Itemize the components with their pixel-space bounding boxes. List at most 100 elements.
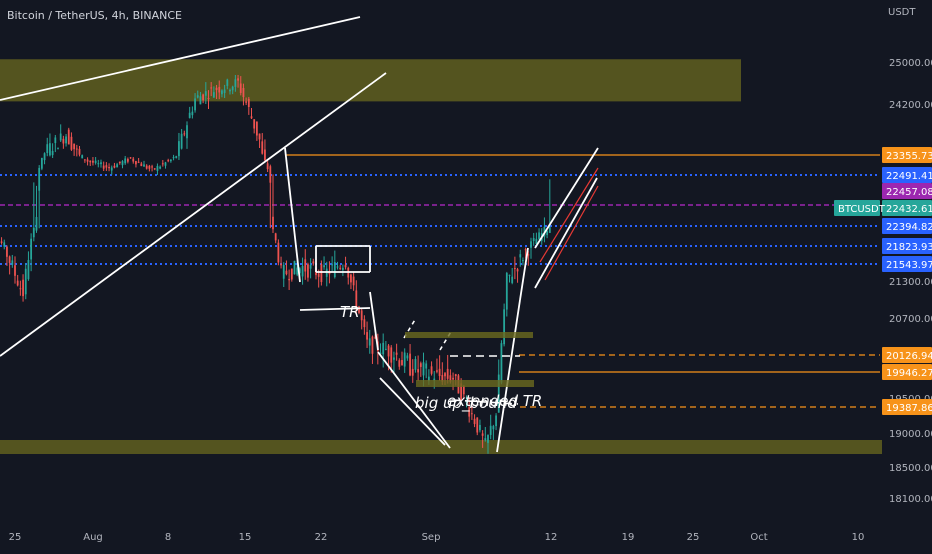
candle-body [368, 338, 371, 346]
annotation-extended-tr: extended TR [447, 392, 542, 410]
candle-body [204, 91, 207, 96]
candle-body [312, 261, 315, 264]
candle-body [54, 137, 57, 144]
candle-body [35, 216, 38, 231]
breakout-line [519, 247, 529, 301]
candle-body [196, 95, 199, 98]
candle-body [207, 98, 210, 100]
candle-body [414, 359, 417, 370]
price-label-box [882, 183, 932, 199]
candle-body [229, 89, 231, 92]
rebound-line [496, 299, 521, 453]
candle-body [522, 260, 524, 262]
candle-body [395, 352, 398, 355]
candle-body [62, 138, 65, 144]
candle-body [427, 376, 430, 382]
price-label-box [882, 364, 932, 380]
candle-body [143, 164, 145, 167]
candle-body [199, 96, 202, 105]
candle-body [366, 332, 368, 340]
candle-body [476, 417, 479, 433]
candle-body [436, 370, 438, 372]
candle-body [497, 374, 500, 413]
candle-body [164, 162, 167, 166]
candle-body [43, 153, 46, 161]
candle-body [135, 161, 137, 165]
candle-body [360, 310, 363, 321]
candle-body [178, 141, 180, 157]
candle-body [390, 347, 393, 363]
candle-body [194, 98, 196, 111]
demand-zone [0, 440, 882, 454]
candle-body [24, 268, 27, 295]
price-label-box [882, 347, 932, 363]
candle-body [3, 242, 6, 247]
candle-body [293, 260, 296, 275]
candle-body [484, 438, 487, 441]
candle-body [422, 362, 425, 376]
candle-body [446, 368, 449, 379]
candle-body [288, 278, 291, 281]
price-label-text: 21543.97 [886, 260, 932, 271]
candle-body [116, 164, 119, 168]
candle-body [505, 273, 508, 310]
candle-body [285, 270, 288, 275]
candle-body [0, 241, 3, 243]
candle-body [92, 160, 94, 163]
tr-zone-upper [405, 332, 533, 338]
chart-title: Bitcoin / TetherUS, 4h, BINANCE [7, 9, 183, 22]
candle-body [78, 148, 81, 155]
candle-body [140, 163, 143, 167]
candle-body [212, 92, 215, 98]
symbol-tag-text: BTCUSDT [838, 204, 886, 215]
price-label-text: 23355.73 [886, 151, 932, 162]
candle-body [156, 165, 159, 171]
candle-body [470, 413, 473, 415]
candle-body [500, 343, 503, 383]
candle-body [492, 426, 495, 430]
lower-trend-line [0, 72, 387, 357]
candle-body [382, 342, 385, 355]
price-label-box [882, 147, 932, 163]
candle-body [172, 157, 175, 159]
time-axis: 25 Aug 8 15 22 Sep 12 19 25 Oct 10 [9, 532, 865, 543]
x-tick-label: 10 [852, 532, 865, 543]
candle-body [519, 254, 522, 258]
candle-body [40, 157, 43, 169]
candle-body [266, 163, 269, 170]
candle-body [215, 87, 218, 91]
candle-body [277, 242, 280, 263]
candle-body [16, 280, 19, 286]
candle-body [462, 385, 465, 395]
x-tick-label: 19 [622, 532, 635, 543]
candle-body [530, 241, 532, 248]
candle-body [548, 227, 551, 233]
candle-body [516, 269, 519, 272]
candle-body [161, 163, 164, 165]
candle-body [83, 159, 86, 161]
candle-body [479, 424, 481, 431]
candle-body [298, 268, 301, 274]
candle-body [323, 265, 325, 268]
candle-body [59, 133, 62, 141]
candle-body [226, 79, 229, 86]
candle-body [70, 136, 73, 150]
price-label-text: 22432.61 [886, 204, 932, 215]
candle-body [487, 435, 489, 443]
candle-body [210, 87, 213, 89]
candle-body [148, 165, 151, 169]
candle-body [75, 148, 78, 150]
candle-body [495, 415, 497, 427]
candle-body [186, 125, 188, 139]
candle-body [6, 246, 8, 257]
price-label-box [882, 256, 932, 272]
x-tick-label: 25 [687, 532, 700, 543]
channel-red-upper [539, 167, 599, 263]
candle-body [110, 167, 113, 171]
upper-trend-line [0, 16, 361, 101]
channel-red-lower [544, 185, 599, 281]
y-tick-label: 24200.00 [889, 100, 932, 111]
candle-body [409, 353, 411, 376]
